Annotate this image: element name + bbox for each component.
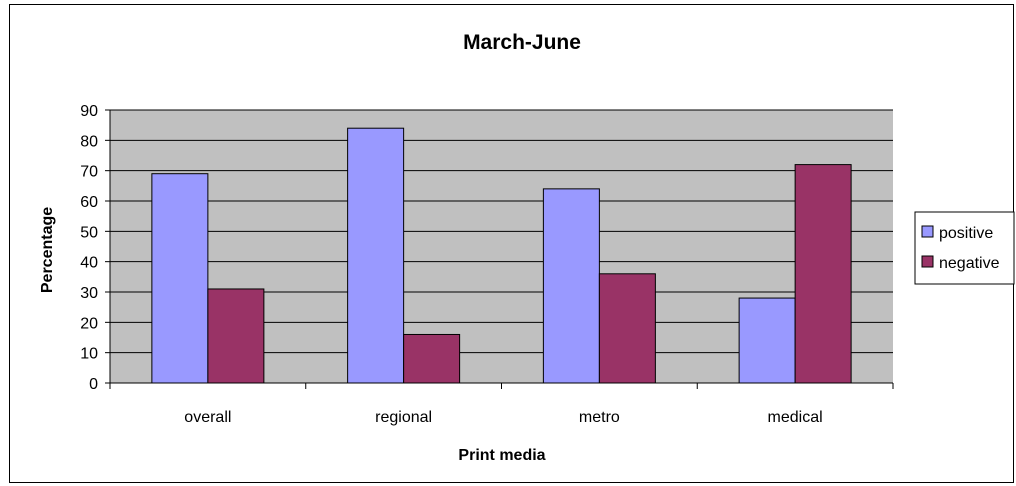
y-tick-label: 80 [80,133,98,150]
bar-positive-overall [151,173,209,384]
legend-box [914,211,1015,285]
bar-negative-overall [207,288,265,384]
bar-negative-medical [794,164,852,384]
y-tick-label: 20 [80,315,98,332]
plot-area: 0 10 20 30 40 50 60 70 80 90 overall regional metro m… [80,103,894,426]
x-tick-label: metro [579,409,620,426]
x-tick-label: medical [768,409,823,426]
y-tick-label: 40 [80,255,98,272]
x-tick-label: regional [375,409,432,426]
y-tick-label: 60 [80,194,98,211]
y-tick-label: 50 [80,224,98,241]
y-tick-label: 30 [80,285,98,302]
legend-swatch-negative [921,255,934,268]
x-tick-label: overall [184,409,231,426]
legend-swatch-positive [921,225,934,238]
chart-title: March-June [463,31,581,54]
bar-negative-regional [403,333,461,384]
bar-negative-metro [598,273,656,384]
y-tick-label: 70 [80,164,98,181]
bar-positive-medical [738,297,796,384]
y-tick-label: 0 [89,376,98,393]
y-axis-title: Percentage [39,207,56,293]
y-tick-label: 90 [80,103,98,120]
legend: positive negative [914,211,1015,285]
legend-label-positive: positive [939,225,993,242]
bar-positive-metro [542,188,600,384]
y-tick-label: 10 [80,346,98,363]
bar-positive-regional [347,127,405,384]
x-axis-title: Print media [458,447,545,464]
legend-label-negative: negative [939,255,1000,272]
